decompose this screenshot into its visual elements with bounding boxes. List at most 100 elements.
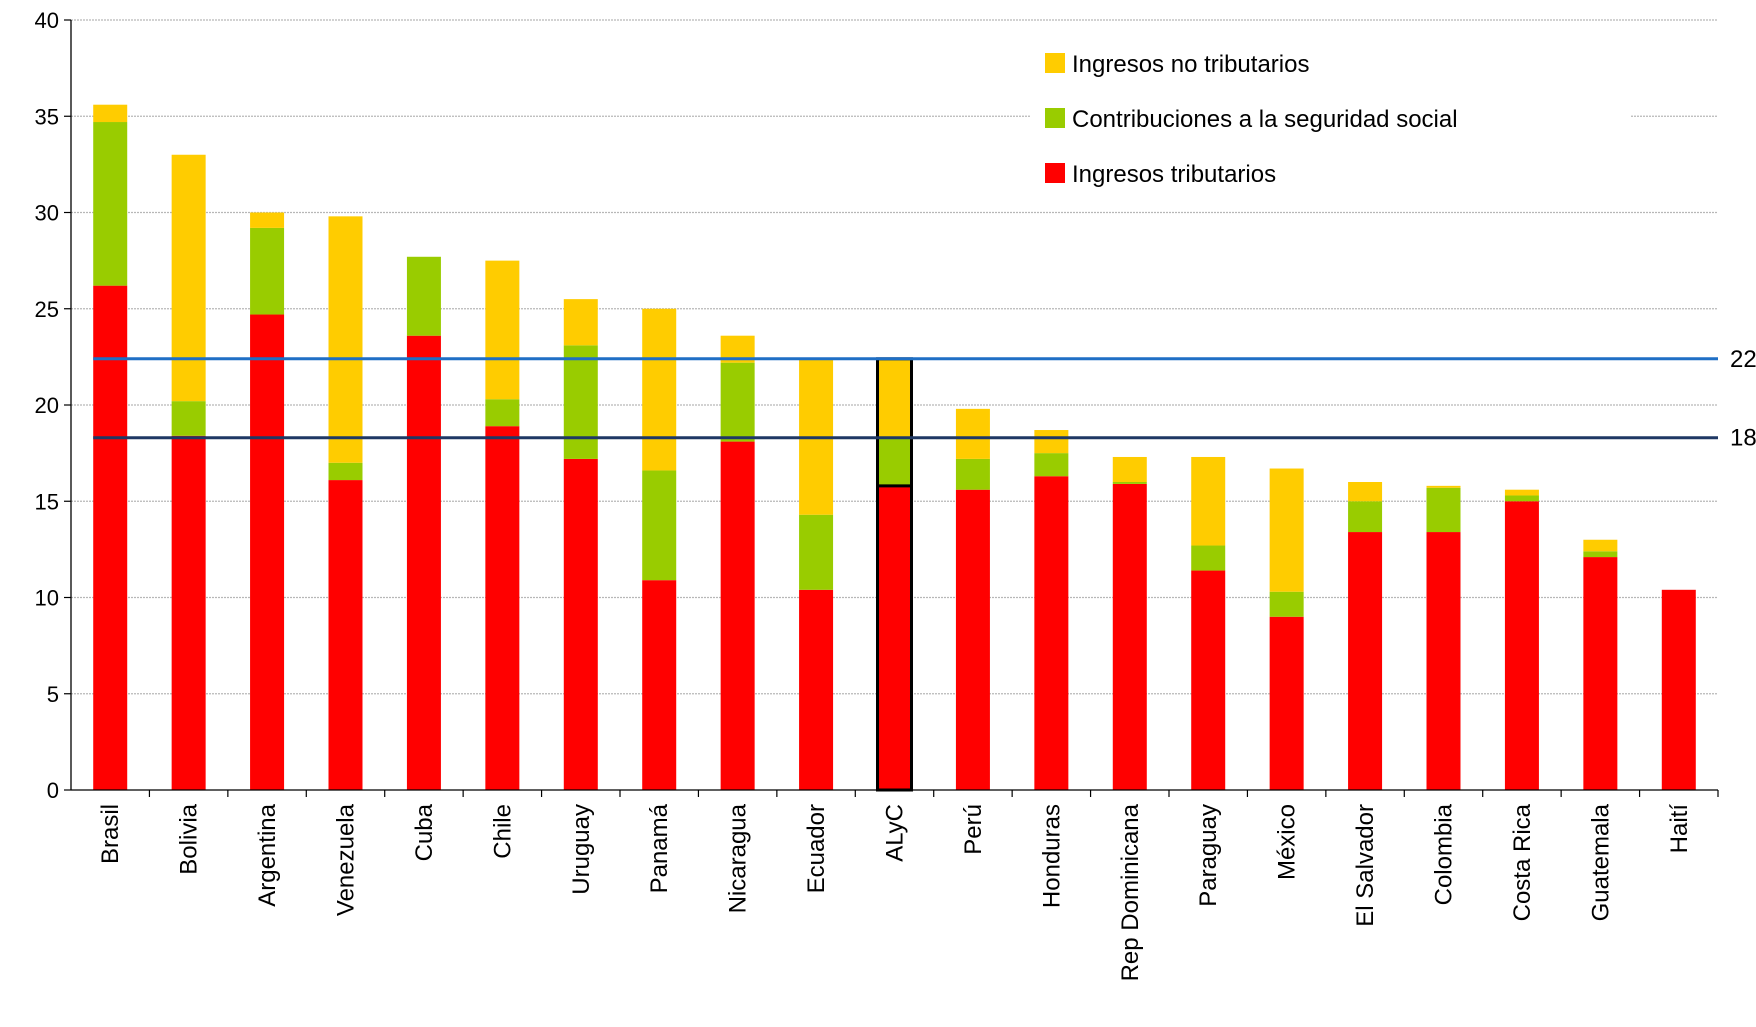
category-label: Brasil (97, 804, 124, 864)
category-label: ALyC (882, 804, 909, 862)
legend-label: Ingresos no tributarios (1072, 51, 1309, 78)
bar-segment-3 (1426, 485, 1461, 488)
category-label: Costa Rica (1509, 803, 1536, 921)
category-label: Haití (1666, 804, 1693, 854)
bar-segment-1 (1426, 532, 1461, 790)
bar-segment-3 (93, 104, 128, 123)
bar-segment-1 (1348, 532, 1383, 790)
legend-swatch (1045, 108, 1065, 128)
y-tick-label: 30 (35, 201, 59, 226)
bar-segment-1 (563, 458, 598, 790)
bar-segment-3 (250, 212, 285, 228)
bar-segment-3 (1112, 456, 1147, 482)
bar-segment-2 (171, 401, 206, 436)
bar-segment-2 (563, 345, 598, 459)
category-label: Guatemala (1587, 803, 1614, 921)
bar-segment-2 (406, 256, 441, 336)
category-label: Chile (489, 804, 516, 859)
bar-segment-3 (1583, 539, 1618, 552)
bar-segment-1 (955, 489, 990, 790)
y-tick-label: 15 (35, 489, 59, 514)
bar-segment-1 (1269, 616, 1304, 790)
bar-segment-1 (877, 485, 912, 790)
bar-segment-1 (328, 480, 363, 790)
y-tick-label: 5 (47, 682, 59, 707)
y-tick-label: 0 (47, 778, 59, 803)
axes (64, 19, 1719, 797)
y-tick-label: 20 (35, 393, 59, 418)
bar-segment-3 (1504, 489, 1539, 496)
legend-label: Ingresos tributarios (1072, 161, 1276, 188)
category-label: Argentina (254, 803, 281, 906)
bar-segment-1 (1661, 589, 1696, 790)
bar-segment-2 (250, 227, 285, 315)
legend-swatch (1045, 53, 1065, 73)
bar-segment-3 (642, 308, 677, 471)
category-label: Cuba (411, 803, 438, 861)
bar-segment-2 (485, 399, 520, 427)
bar-segment-1 (406, 335, 441, 790)
bar-segment-1 (171, 435, 206, 790)
bar-segment-3 (955, 408, 990, 459)
category-label: Uruguay (568, 804, 595, 895)
category-label: Ecuador (803, 804, 830, 893)
bar-segment-3 (1034, 430, 1069, 454)
category-label: Panamá (646, 803, 673, 893)
bar-segment-3 (1269, 468, 1304, 592)
bar-segment-3 (1191, 456, 1226, 546)
legend-background (1030, 25, 1630, 195)
category-labels: Brasil Bolivia Argentina Venezuela Cuba Chile… (97, 803, 1693, 981)
y-tick-label: 40 (35, 8, 59, 33)
category-label: Paraguay (1195, 804, 1222, 907)
y-tick-label: 10 (35, 586, 59, 611)
category-label: Bolivia (176, 803, 203, 874)
bar-segment-1 (799, 589, 834, 790)
category-label: Rep Dominicana (1117, 803, 1144, 981)
category-label: El Salvador (1352, 804, 1379, 927)
bar-segment-3 (877, 358, 912, 438)
bar-segment-3 (563, 299, 598, 346)
bar-segment-1 (250, 314, 285, 790)
bar-segment-1 (1034, 476, 1069, 790)
bar-segment-2 (1269, 591, 1304, 617)
bar-segment-1 (1504, 501, 1539, 790)
category-label: Colombia (1431, 803, 1458, 905)
bar-segment-3 (1348, 482, 1383, 502)
bar-segment-1 (720, 441, 755, 790)
legend: Ingresos no tributarios Contribuciones a … (1030, 25, 1630, 195)
legend-label: Contribuciones a la seguridad social (1072, 106, 1458, 133)
bar-segment-2 (1504, 495, 1539, 502)
bar-segment-2 (1583, 551, 1618, 558)
bar-segment-2 (799, 514, 834, 590)
bar-segment-1 (642, 580, 677, 790)
bar-segment-2 (93, 122, 128, 286)
bar-segment-3 (485, 260, 520, 400)
legend-swatch (1045, 163, 1065, 183)
reference-line-label: 22,4 (1730, 346, 1756, 373)
bar-segment-2 (1112, 482, 1147, 484)
bar-segment-2 (1348, 501, 1383, 533)
y-tick-label: 35 (35, 104, 59, 129)
category-label: Venezuela (333, 803, 360, 916)
bar-segment-2 (1191, 545, 1226, 571)
bar-segment-1 (93, 285, 128, 790)
reference-line-label: 18,3 (1730, 425, 1756, 452)
reference-lines: 22,4 18,3 (93, 346, 1756, 452)
bar-segment-1 (1583, 557, 1618, 790)
bar-segment-2 (328, 462, 363, 481)
bar-segment-2 (642, 470, 677, 581)
y-tick-label: 25 (35, 297, 59, 322)
bar-segment-2 (1426, 487, 1461, 533)
y-tick-labels: 0 5 10 15 20 25 30 35 40 (35, 8, 59, 803)
bar-segment-2 (955, 458, 990, 490)
bar-segment-2 (877, 437, 912, 486)
bar-segment-2 (1034, 453, 1069, 477)
category-label: Nicaragua (725, 803, 752, 913)
bar-segment-1 (1191, 570, 1226, 790)
bar-segment-2 (720, 362, 755, 442)
bar-segment-1 (485, 426, 520, 790)
bar-segment-3 (171, 154, 206, 402)
bars (93, 104, 1696, 792)
category-label: Honduras (1038, 804, 1065, 908)
